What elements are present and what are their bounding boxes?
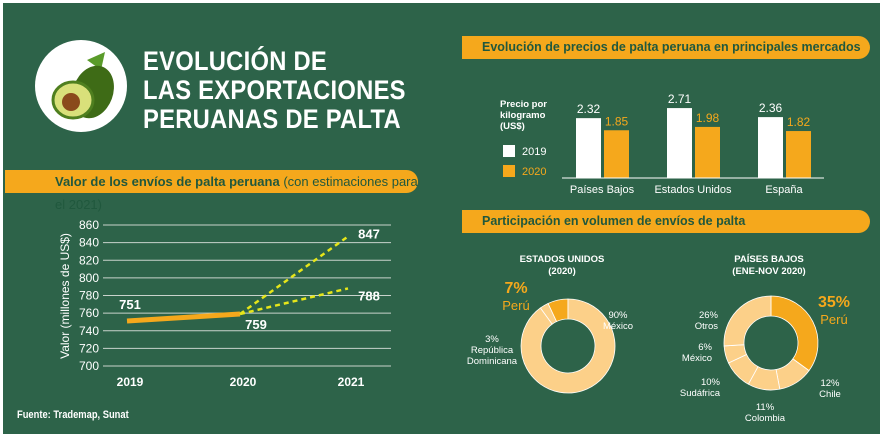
x-tick-label: 2021 <box>338 375 365 389</box>
donut-slice <box>723 295 772 347</box>
bar-value-label: 2.71 <box>668 92 692 106</box>
legend-swatch <box>503 165 515 177</box>
bar <box>576 118 601 178</box>
price-chart-banner: Evolución de precios de palta peruana en… <box>462 36 870 59</box>
data-label: 759 <box>245 317 267 332</box>
bar-value-label: 2.32 <box>577 102 601 116</box>
slice-percent: 10% <box>701 377 721 388</box>
y-tick-label: 820 <box>79 253 99 267</box>
series-line-1 <box>239 235 349 316</box>
slice-percent: 26% <box>699 310 719 321</box>
donut-slice <box>539 302 558 325</box>
slice-name: Sudáfrica <box>680 388 721 399</box>
title-line: LAS EXPORTACIONES <box>143 75 406 105</box>
legend-label: 2019 <box>522 146 546 158</box>
source-note: Fuente: Trademap, Sunat <box>17 409 129 421</box>
category-label: España <box>765 184 803 196</box>
donut-subtitle: (2020) <box>548 266 575 277</box>
series-line-0 <box>126 311 241 324</box>
y-tick-label: 720 <box>79 341 99 355</box>
x-tick-label: 2020 <box>230 375 257 389</box>
donut-subtitle: (ENE-NOV 2020) <box>732 266 805 277</box>
bar <box>604 130 629 178</box>
donut-charts: ESTADOS UNIDOS(2020)7%Perú90%México3%Rep… <box>467 254 850 424</box>
y-axis-label: Precio por kilogramo (US$) <box>500 99 547 132</box>
slice-name: Otros <box>695 321 718 332</box>
avocado-logo <box>35 40 127 132</box>
y-tick-label: 780 <box>79 289 99 303</box>
y-tick-label: 740 <box>79 324 99 338</box>
slice-name: Colombia <box>745 413 786 424</box>
banner-bold: Valor de los envíos de palta peruana <box>55 174 280 189</box>
slice-percent: 3% <box>485 334 499 345</box>
donut-title: PAÍSES BAJOS <box>734 254 804 265</box>
page-title: EVOLUCIÓN DE LAS EXPORTACIONES PERUANAS … <box>143 47 406 134</box>
avocado-icon <box>51 52 114 120</box>
infographic: EVOLUCIÓN DE LAS EXPORTACIONES PERUANAS … <box>3 3 880 434</box>
bar <box>695 126 720 178</box>
slice-percent: 6% <box>698 342 712 353</box>
slice-name: México <box>682 353 712 364</box>
legend-swatch <box>503 145 515 157</box>
bar-value-label: 1.98 <box>696 111 720 125</box>
donut-title: ESTADOS UNIDOS <box>520 254 605 265</box>
title-line: EVOLUCIÓN DE <box>143 46 328 76</box>
donut-slice <box>520 298 616 394</box>
slice-name: México <box>603 321 633 332</box>
banner-normal: (con estimaciones para el 2021) <box>55 174 418 212</box>
data-label: 788 <box>358 288 380 303</box>
slice-percent: 7% <box>504 280 527 297</box>
category-label: Países Bajos <box>570 184 635 196</box>
share-chart-banner: Participación en volumen de envíos de pa… <box>462 210 870 233</box>
bar <box>667 108 692 178</box>
y-tick-label: 860 <box>79 218 99 232</box>
x-tick-label: 2019 <box>117 375 144 389</box>
y-tick-label: 800 <box>79 271 99 285</box>
slice-name: República Dominicana <box>467 345 518 367</box>
slice-name: Perú <box>820 312 847 327</box>
data-label: 751 <box>119 297 141 312</box>
slice-percent: 90% <box>608 310 628 321</box>
bar-value-label: 1.85 <box>605 114 629 128</box>
series-line-2 <box>239 287 349 316</box>
bar-chart: Precio por kilogramo (US$) 2019 2.32 2.71 2.36… <box>500 92 824 196</box>
bar-value-label: 2.36 <box>759 101 783 115</box>
category-label: Estados Unidos <box>654 184 732 196</box>
data-label: 847 <box>358 226 380 241</box>
bar <box>758 117 783 178</box>
donut-slice <box>770 295 819 372</box>
line-chart-banner: Valor de los envíos de palta peruana (co… <box>5 170 418 212</box>
y-axis-label: Valor (millones de US$) <box>58 233 72 359</box>
bar-value-label: 1.82 <box>787 115 811 129</box>
slice-percent: 35% <box>818 294 850 311</box>
line-chart: 700 720 740 760 780 800 820 840 860 2019 2020 2021 V… <box>58 218 391 389</box>
slice-percent: 11% <box>756 402 775 413</box>
slice-name: Perú <box>502 298 529 313</box>
slice-percent: 12% <box>820 378 840 389</box>
y-tick-label: 760 <box>79 306 99 320</box>
bar <box>786 131 811 178</box>
slice-name: Chile <box>819 389 841 400</box>
legend-label: 2020 <box>522 166 546 178</box>
title-line: PERUANAS DE PALTA <box>143 104 401 134</box>
y-tick-label: 700 <box>79 359 99 373</box>
y-tick-label: 840 <box>79 236 99 250</box>
